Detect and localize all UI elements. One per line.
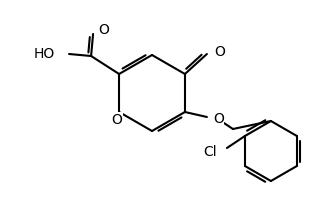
Text: Cl: Cl [203, 145, 217, 159]
Text: O: O [112, 113, 123, 127]
Text: O: O [213, 112, 224, 126]
Text: O: O [214, 45, 225, 59]
Text: HO: HO [34, 47, 55, 61]
Text: O: O [98, 23, 109, 37]
